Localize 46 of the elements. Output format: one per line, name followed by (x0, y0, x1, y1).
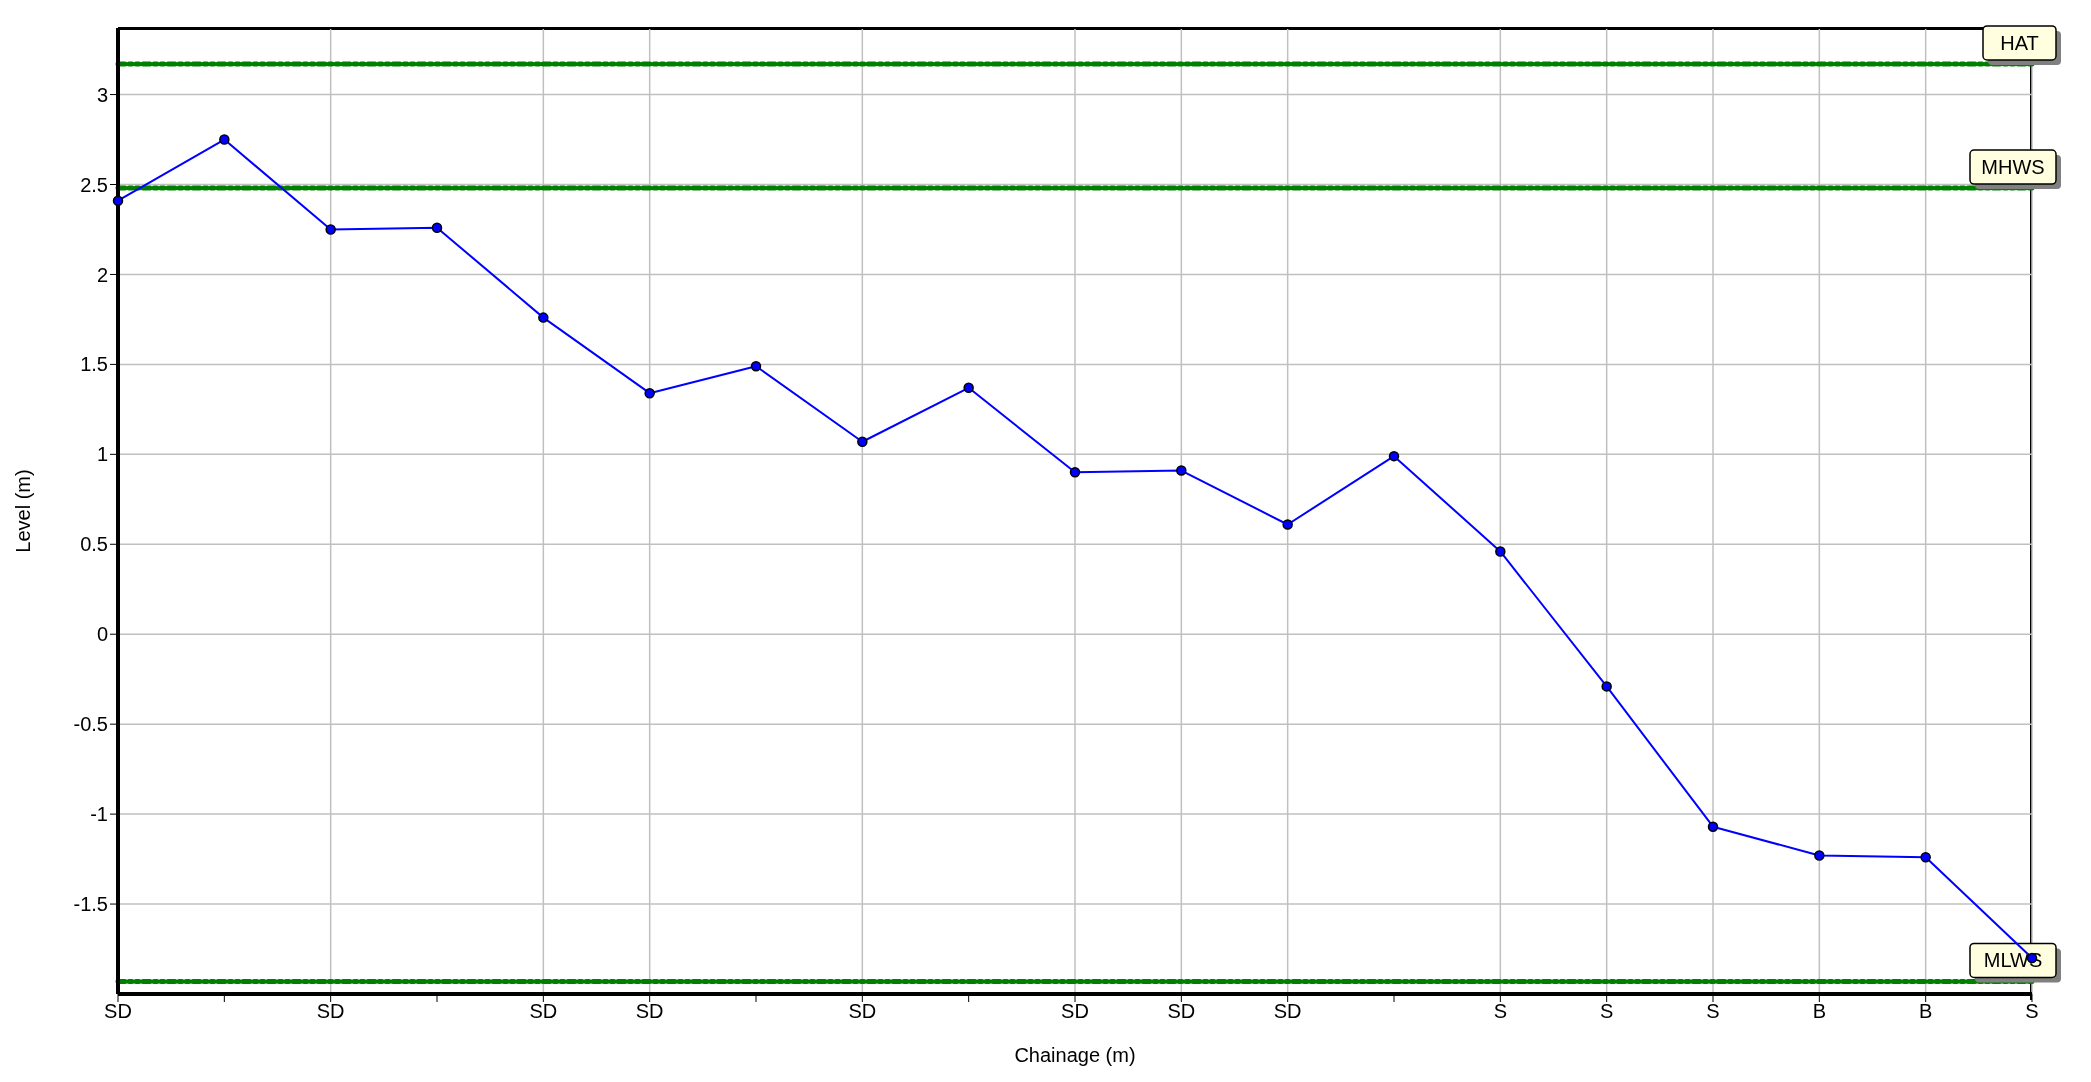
y-tick-label: -1 (90, 803, 108, 826)
y-tick-label: -1.5 (73, 893, 108, 916)
x-tick-label: SD (1273, 1000, 1302, 1023)
x-tick-label: B (1918, 1000, 1933, 1023)
x-tick-label: SD (635, 1000, 664, 1023)
ref-line-label: MHWS (1981, 156, 2045, 179)
x-tick-label: S (1706, 1000, 1720, 1023)
x-tick-label: SD (316, 1000, 345, 1023)
x-tick-label: SD (1061, 1000, 1089, 1023)
point (963, 382, 974, 394)
x-tick-label: S (2025, 1000, 2039, 1023)
x-tick-label: SD (529, 1000, 558, 1023)
point (325, 224, 336, 235)
point (1707, 821, 1719, 832)
y-tick-label: 0 (96, 623, 108, 646)
point (1920, 852, 1931, 863)
y-tick-label: 1 (96, 443, 108, 466)
point (1388, 450, 1400, 462)
y-tick-label: 2 (96, 263, 108, 286)
point (112, 195, 124, 206)
y-tick-label: 3 (96, 83, 108, 106)
x-tick-label: S (1599, 1000, 1614, 1023)
point (1069, 467, 1081, 478)
x-tick-label: SD (1167, 1000, 1196, 1023)
y-tick-label: 2.5 (80, 173, 108, 196)
x-tick-label: S (1493, 1000, 1508, 1023)
ref-line-label: HAT (2000, 31, 2039, 54)
point (1282, 519, 1293, 530)
point (431, 222, 443, 233)
y-tick-label: 1.5 (80, 353, 108, 376)
x-axis-title: Chainage (m) (1014, 1044, 1136, 1066)
point (1495, 546, 1506, 557)
y-axis-title: Level (m) (12, 469, 35, 553)
point (750, 360, 762, 372)
x-tick-label: SD (848, 1000, 877, 1023)
y-tick-label: 0.5 (80, 533, 108, 556)
y-tick-label: -0.5 (73, 713, 108, 736)
point (857, 436, 868, 447)
point (538, 312, 549, 323)
x-tick-label: B (1812, 1000, 1827, 1023)
point (1814, 850, 1825, 861)
point (644, 387, 655, 399)
point (1176, 465, 1187, 476)
x-tick-label: SD (104, 1000, 132, 1023)
point (1601, 681, 1612, 692)
point (219, 134, 230, 145)
